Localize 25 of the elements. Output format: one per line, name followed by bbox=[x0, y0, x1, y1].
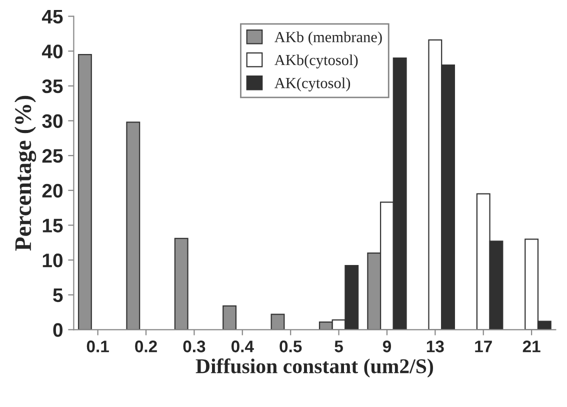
y-tick-label: 20 bbox=[42, 184, 62, 198]
y-tick-label: 40 bbox=[42, 44, 62, 58]
x-tick-label: 0.1 bbox=[86, 340, 109, 352]
legend-label: AKb(cytosol) bbox=[274, 54, 358, 68]
x-tick-label: 13 bbox=[426, 340, 444, 352]
x-tick-label: 9 bbox=[382, 340, 391, 352]
y-tick-label: 35 bbox=[42, 79, 63, 94]
x-tick-label: 5 bbox=[334, 340, 343, 352]
y-axis-title: Percentage (%) bbox=[14, 96, 36, 251]
legend-label: AK(cytosol) bbox=[274, 77, 350, 92]
x-axis-title: Diffusion constant (um2/S) bbox=[196, 358, 433, 378]
legend-label: AKb (membrane) bbox=[274, 32, 382, 46]
y-tick-label: 25 bbox=[42, 149, 63, 163]
y-tick-label: 45 bbox=[42, 10, 63, 24]
x-tick-label: 0.4 bbox=[231, 340, 254, 352]
y-tick-label: 30 bbox=[42, 114, 62, 128]
x-tick-label: 17 bbox=[475, 340, 492, 352]
y-tick-label: 5 bbox=[53, 288, 63, 302]
x-tick-label: 0.2 bbox=[135, 340, 157, 352]
y-tick-label: 0 bbox=[53, 323, 62, 337]
x-tick-label: 0.5 bbox=[280, 340, 302, 352]
y-tick-label: 15 bbox=[42, 218, 63, 232]
x-tick-label: 21 bbox=[522, 340, 540, 352]
x-tick-label: 0.3 bbox=[183, 340, 206, 352]
y-tick-label: 10 bbox=[42, 253, 62, 268]
